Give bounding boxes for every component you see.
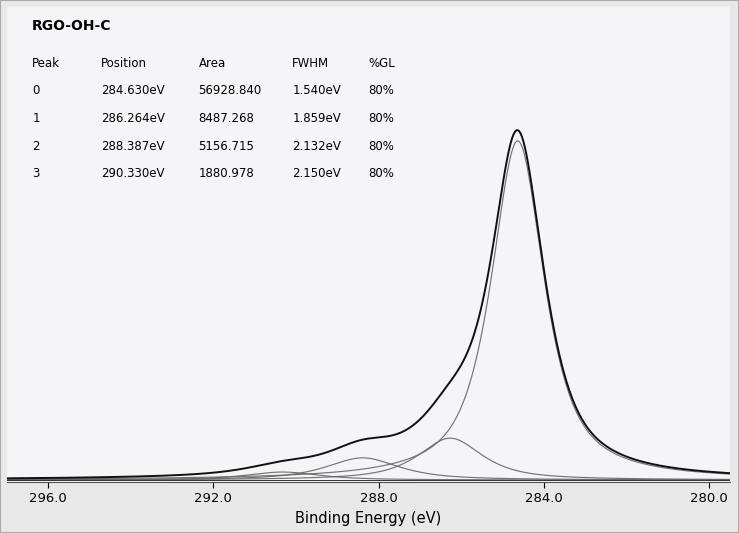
Text: Area: Area	[199, 57, 225, 70]
Text: 80%: 80%	[368, 112, 394, 125]
Text: Peak: Peak	[33, 57, 61, 70]
Text: 2.132eV: 2.132eV	[293, 140, 341, 152]
Text: 288.387eV: 288.387eV	[101, 140, 164, 152]
Text: Position: Position	[101, 57, 147, 70]
Text: 80%: 80%	[368, 84, 394, 98]
Text: 286.264eV: 286.264eV	[101, 112, 165, 125]
Text: 5156.715: 5156.715	[199, 140, 254, 152]
Text: 8487.268: 8487.268	[199, 112, 254, 125]
X-axis label: Binding Energy (eV): Binding Energy (eV)	[295, 511, 441, 526]
Text: 3: 3	[33, 167, 40, 180]
Text: 56928.840: 56928.840	[199, 84, 262, 98]
Text: %GL: %GL	[368, 57, 395, 70]
Text: 2: 2	[33, 140, 40, 152]
Text: 284.630eV: 284.630eV	[101, 84, 165, 98]
Text: 80%: 80%	[368, 140, 394, 152]
Text: 2.150eV: 2.150eV	[293, 167, 341, 180]
Text: RGO-OH-C: RGO-OH-C	[33, 19, 112, 33]
Text: 1.859eV: 1.859eV	[293, 112, 341, 125]
Text: 1880.978: 1880.978	[199, 167, 254, 180]
Text: 1: 1	[33, 112, 40, 125]
Text: 0: 0	[33, 84, 40, 98]
Text: FWHM: FWHM	[293, 57, 330, 70]
Text: 80%: 80%	[368, 167, 394, 180]
Text: 1.540eV: 1.540eV	[293, 84, 341, 98]
Text: 290.330eV: 290.330eV	[101, 167, 164, 180]
